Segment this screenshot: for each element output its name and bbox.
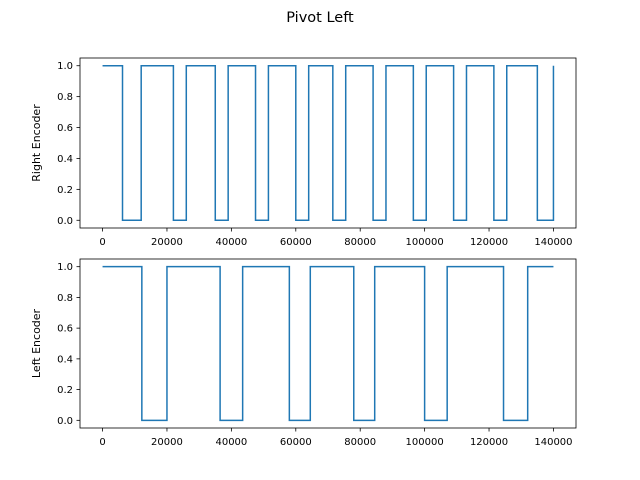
left-encoder-x-tick-label: 120000 (470, 437, 508, 448)
right-encoder-series-line (102, 64, 555, 222)
right-encoder-y-tick-label: 0.2 (57, 185, 73, 196)
left-encoder-y-axis-label: Left Encoder (30, 308, 43, 378)
right-encoder-y-tick-label: 0.4 (57, 154, 73, 165)
left-encoder-x-tick-label: 0 (99, 437, 105, 448)
left-encoder-axes-frame (79, 258, 577, 429)
left-encoder-y-tick-label: 0.8 (57, 293, 73, 304)
left-encoder-y-tick-label: 0.2 (57, 385, 73, 396)
left-encoder-x-tick-label: 80000 (344, 437, 376, 448)
right-encoder-x-tick-label: 60000 (280, 237, 312, 248)
right-encoder-x-tick-label: 0 (99, 237, 105, 248)
right-encoder-y-tick-label: 1.0 (57, 61, 73, 72)
left-encoder-y-tick-label: 0.4 (57, 354, 73, 365)
right-encoder-y-tick-label: 0.8 (57, 92, 73, 103)
left-encoder-y-tick-label: 0.6 (57, 324, 73, 335)
right-encoder-x-tick-label: 100000 (406, 237, 444, 248)
right-encoder-y-axis-label: Right Encoder (30, 104, 43, 182)
right-encoder-x-tick-label: 120000 (470, 237, 508, 248)
left-encoder-x-tick-label: 100000 (406, 437, 444, 448)
right-encoder-x-tick-label: 140000 (534, 237, 572, 248)
right-encoder-x-tick-label: 40000 (215, 237, 247, 248)
right-encoder-axes-frame (79, 57, 577, 229)
axes-left-encoder: 0 20000 40000 60000 80000 100000 120000 140000 0… (30, 258, 577, 448)
right-encoder-x-tick-label: 20000 (151, 237, 183, 248)
right-encoder-y-tick-label: 0.0 (57, 216, 73, 227)
left-encoder-x-tick-label: 60000 (280, 437, 312, 448)
figure-title: Pivot Left (286, 10, 354, 26)
left-encoder-y-tick-label: 1.0 (57, 262, 73, 273)
left-encoder-x-tick-label: 140000 (534, 437, 572, 448)
left-encoder-y-tick-label: 0.0 (57, 416, 73, 427)
right-encoder-y-tick-label: 0.6 (57, 123, 73, 134)
left-encoder-x-tick-label: 40000 (215, 437, 247, 448)
right-encoder-x-tick-label: 80000 (344, 237, 376, 248)
axes-right-encoder: 0 20000 40000 60000 80000 100000 120000 140000 0… (30, 57, 577, 248)
left-encoder-x-tick-label: 20000 (151, 437, 183, 448)
left-encoder-series-line (102, 265, 554, 422)
